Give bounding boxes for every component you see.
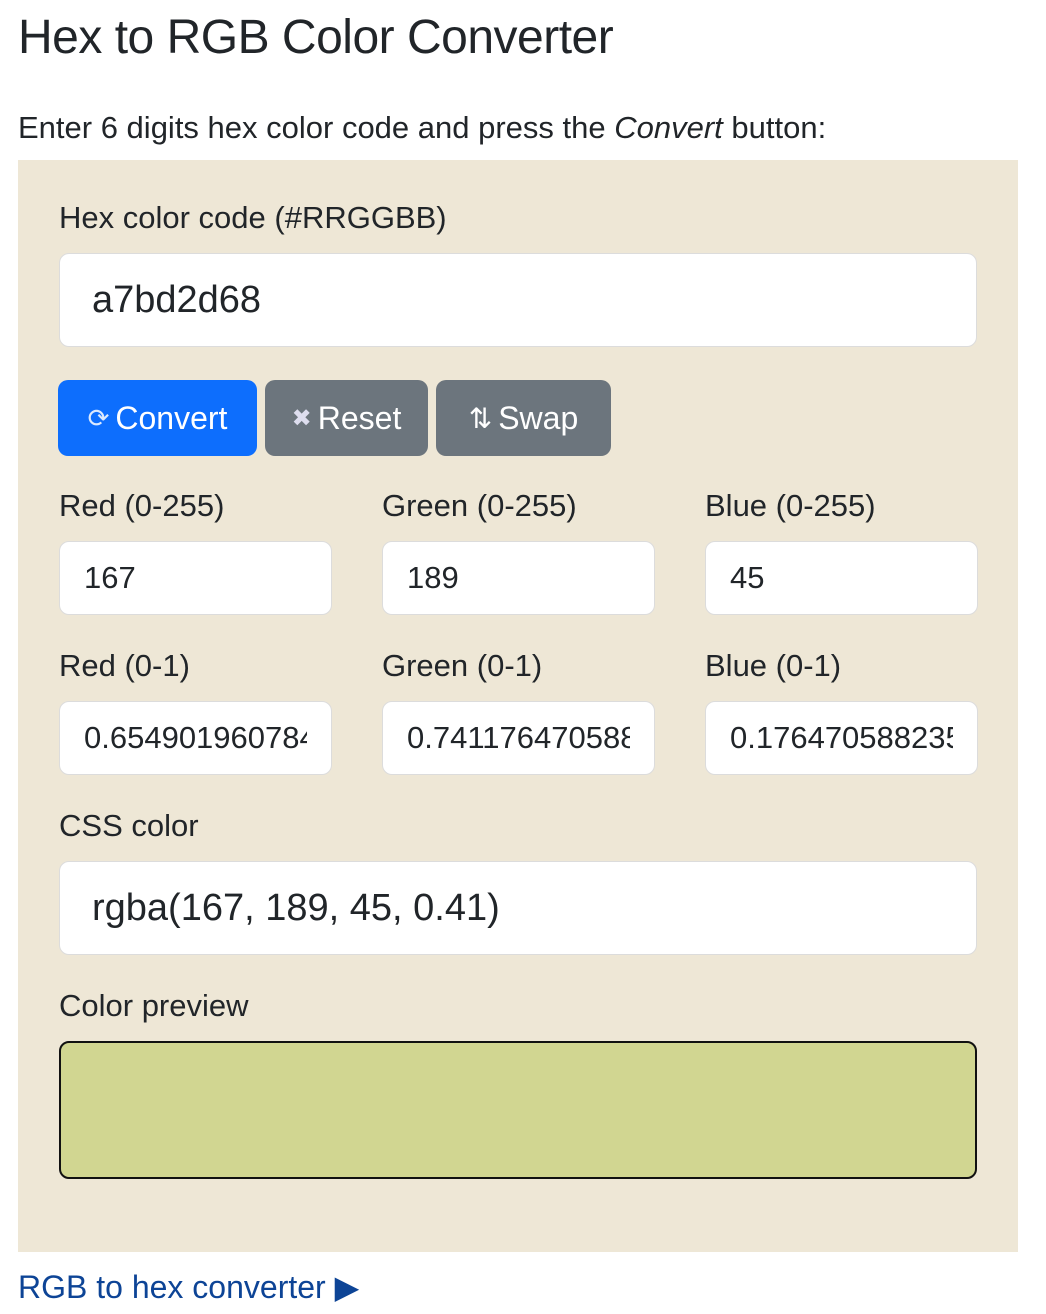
- converter-panel: Hex color code (#RRGGBB) ⟳Convert ✖Reset…: [18, 160, 1018, 1252]
- color-preview-swatch: [59, 1041, 977, 1179]
- hex-label: Hex color code (#RRGGBB): [59, 200, 447, 235]
- triangle-right-icon: ▶: [334, 1269, 360, 1305]
- green-01-label: Green (0-1): [382, 648, 543, 683]
- convert-button[interactable]: ⟳ Convert: [58, 380, 257, 456]
- hex-input[interactable]: [59, 253, 977, 347]
- green-255-label: Green (0-255): [382, 488, 577, 523]
- blue-255-label: Blue (0-255): [705, 488, 876, 523]
- refresh-icon: ⟳: [87, 402, 110, 433]
- css-color-input[interactable]: [59, 861, 977, 955]
- rgb-to-hex-link[interactable]: RGB to hex converter ▶: [18, 1269, 360, 1305]
- page-title: Hex to RGB Color Converter: [18, 11, 614, 64]
- css-color-label: CSS color: [59, 808, 199, 843]
- red-01-label: Red (0-1): [59, 648, 190, 683]
- green-255-input[interactable]: [382, 541, 655, 615]
- reset-button[interactable]: ✖ Reset: [265, 380, 428, 456]
- swap-arrows-icon: ⇅: [468, 402, 493, 434]
- intro-text: Enter 6 digits hex color code and press …: [18, 110, 827, 145]
- blue-01-label: Blue (0-1): [705, 648, 842, 683]
- blue-255-input[interactable]: [705, 541, 978, 615]
- blue-01-input[interactable]: [705, 701, 978, 775]
- green-01-input[interactable]: [382, 701, 655, 775]
- red-01-input[interactable]: [59, 701, 332, 775]
- red-255-input[interactable]: [59, 541, 332, 615]
- red-255-label: Red (0-255): [59, 488, 225, 523]
- swap-button[interactable]: ⇅ Swap: [436, 380, 611, 456]
- color-preview-label: Color preview: [59, 988, 249, 1023]
- x-icon: ✖: [291, 404, 312, 432]
